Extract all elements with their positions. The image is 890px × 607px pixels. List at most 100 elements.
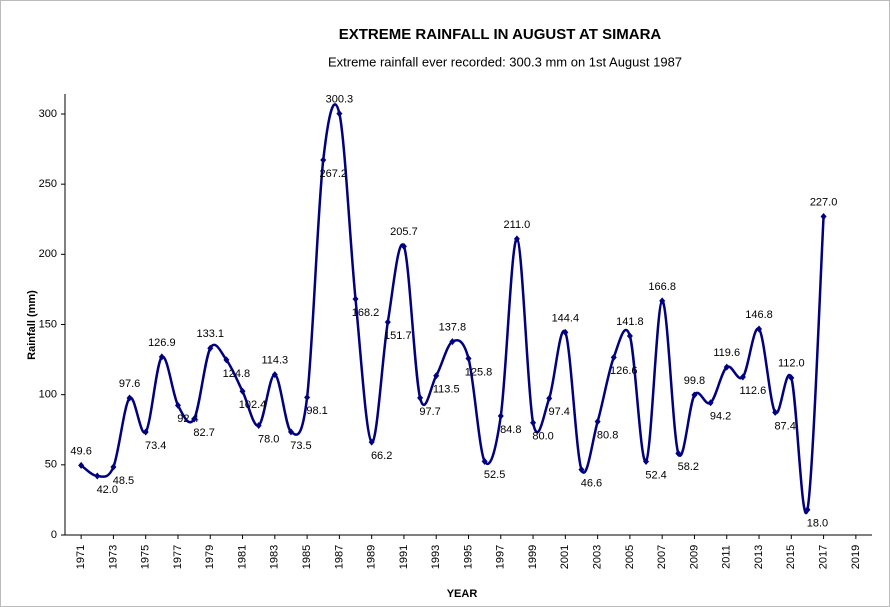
x-tick-label: 2009 [688, 545, 700, 569]
point-marker [546, 394, 553, 402]
point-marker [255, 422, 262, 430]
point-marker [78, 461, 85, 469]
point-marker [481, 457, 488, 465]
point-marker [239, 387, 246, 395]
x-tick-label: 2007 [656, 545, 668, 569]
x-tick-label: 1991 [398, 545, 410, 569]
point-marker [739, 373, 746, 381]
point-marker [756, 325, 763, 333]
data-label: 124.8 [223, 368, 251, 380]
data-label: 102.4 [239, 399, 267, 411]
data-label: 58.2 [678, 461, 699, 473]
data-label: 82.7 [193, 427, 214, 439]
y-axis-label: Rainfall (mm) [26, 290, 38, 360]
data-label: 227.0 [810, 196, 838, 208]
data-label: 97.4 [548, 406, 569, 418]
x-axis-label: YEAR [447, 588, 478, 600]
data-label: 300.3 [326, 93, 354, 105]
data-label: 80.8 [597, 430, 618, 442]
x-tick-label: 1987 [333, 545, 345, 569]
y-tick-label: 300 [39, 108, 57, 120]
point-marker [610, 353, 617, 361]
data-label: 73.4 [145, 440, 166, 452]
point-marker [191, 415, 198, 423]
point-marker [707, 399, 714, 407]
point-marker [110, 463, 117, 471]
point-marker [497, 412, 504, 420]
data-label: 137.8 [439, 322, 467, 334]
point-marker [304, 393, 311, 401]
x-tick-label: 2013 [753, 545, 765, 569]
data-label: 66.2 [371, 450, 392, 462]
point-marker [691, 391, 698, 399]
point-marker [530, 419, 537, 427]
x-tick-label: 1995 [462, 545, 474, 569]
point-marker [271, 371, 278, 379]
point-marker [174, 401, 181, 409]
x-tick-label: 2019 [850, 545, 862, 569]
data-label: 112.6 [740, 385, 767, 397]
x-tick-label: 1981 [236, 545, 248, 569]
data-label: 205.7 [390, 226, 418, 238]
point-marker [626, 332, 633, 340]
data-label: 99.8 [684, 375, 705, 387]
x-tick-label: 1971 [75, 545, 87, 569]
data-label: 133.1 [196, 328, 224, 340]
data-label: 211.0 [504, 219, 531, 231]
chart-subtitle: Extreme rainfall ever recorded: 300.3 mm… [328, 54, 682, 69]
point-marker [94, 472, 101, 480]
point-marker [659, 297, 666, 305]
x-tick-label: 1979 [204, 545, 216, 569]
point-marker [433, 372, 440, 380]
data-label: 52.4 [645, 469, 666, 481]
data-label: 141.8 [616, 316, 644, 328]
point-marker [223, 356, 230, 364]
data-label: 112.0 [778, 358, 805, 370]
data-label: 267.2 [319, 168, 347, 180]
data-label: 144.4 [552, 312, 580, 324]
point-marker [287, 428, 294, 436]
x-tick-label: 1989 [366, 545, 378, 569]
x-tick-label: 1977 [172, 545, 184, 569]
x-tick-label: 1973 [107, 545, 119, 569]
point-marker [368, 438, 375, 446]
data-label: 18.0 [807, 518, 828, 530]
data-label: 126.9 [148, 337, 176, 349]
data-label: 151.7 [384, 330, 412, 342]
data-label: 94.2 [710, 411, 731, 423]
data-label: 125.8 [465, 366, 493, 378]
data-label: 73.5 [290, 440, 311, 452]
data-label: 146.8 [745, 309, 773, 321]
data-label: 126.6 [610, 365, 638, 377]
x-tick-label: 1975 [140, 545, 152, 569]
point-marker [158, 353, 165, 361]
data-label: 49.6 [70, 445, 91, 457]
x-tick-label: 2015 [785, 545, 797, 569]
y-tick-label: 150 [39, 318, 57, 330]
x-tick-label: 1985 [301, 545, 313, 569]
data-label: 48.5 [113, 475, 134, 487]
x-tick-label: 2017 [817, 545, 829, 569]
x-tick-label: 2001 [559, 545, 571, 569]
x-tick-label: 2005 [624, 545, 636, 569]
data-label: 87.4 [774, 420, 795, 432]
point-marker [417, 394, 424, 402]
chart-title: EXTREME RAINFALL IN AUGUST AT SIMARA [339, 26, 662, 43]
point-marker [352, 295, 359, 303]
x-tick-label: 1993 [430, 545, 442, 569]
data-label: 113.5 [433, 384, 460, 396]
x-tick-label: 1997 [495, 545, 507, 569]
point-marker [513, 235, 520, 243]
point-marker [465, 354, 472, 362]
y-tick-label: 200 [39, 248, 57, 260]
data-label: 80.0 [532, 431, 553, 443]
point-marker [643, 457, 650, 465]
point-marker [207, 344, 214, 352]
x-tick-label: 2003 [592, 545, 604, 569]
data-label: 168.2 [352, 307, 380, 319]
y-tick-label: 100 [39, 389, 57, 401]
data-label: 46.6 [581, 478, 602, 490]
x-tick-label: 2011 [721, 545, 733, 569]
